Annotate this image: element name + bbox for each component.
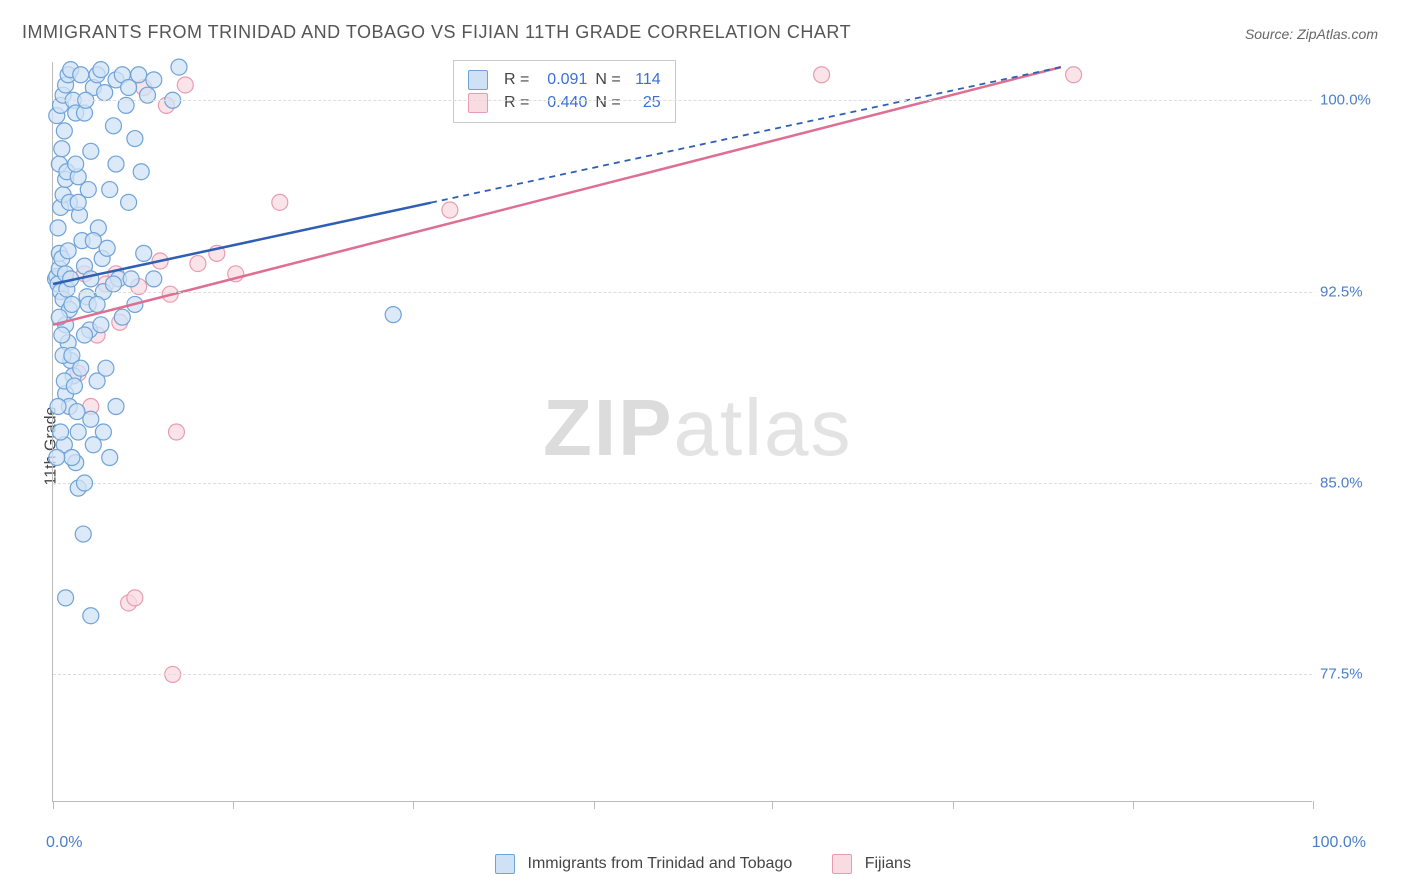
data-point: [60, 243, 76, 259]
x-tick: [233, 801, 234, 809]
y-tick-label: 85.0%: [1320, 475, 1396, 492]
data-point: [77, 327, 93, 343]
data-point: [814, 67, 830, 83]
data-point: [121, 194, 137, 210]
data-point: [272, 194, 288, 210]
data-point: [102, 450, 118, 466]
data-point: [89, 296, 105, 312]
legend-r-value-b: 0.440: [537, 94, 587, 112]
scatter-svg: [53, 62, 1312, 801]
data-point: [95, 424, 111, 440]
data-point: [121, 80, 137, 96]
x-axis-min-label: 0.0%: [46, 834, 82, 852]
x-tick: [1133, 801, 1134, 809]
x-tick: [953, 801, 954, 809]
legend-item-b: Fijians: [832, 854, 911, 874]
data-point: [83, 271, 99, 287]
chart-title: IMMIGRANTS FROM TRINIDAD AND TOBAGO VS F…: [22, 22, 851, 43]
data-point: [73, 360, 89, 376]
data-point: [85, 233, 101, 249]
data-point: [53, 424, 69, 440]
data-point: [73, 67, 89, 83]
legend-r-label: R =: [504, 71, 529, 89]
legend-n-value-b: 25: [629, 94, 661, 112]
data-point: [127, 131, 143, 147]
legend-label-a: Immigrants from Trinidad and Tobago: [528, 855, 793, 872]
data-point: [102, 182, 118, 198]
data-point: [123, 271, 139, 287]
x-axis-max-label: 100.0%: [1312, 834, 1366, 852]
data-point: [93, 317, 109, 333]
data-point: [50, 398, 66, 414]
data-point: [108, 398, 124, 414]
y-tick-label: 92.5%: [1320, 283, 1396, 300]
legend-swatch-b: [468, 93, 488, 113]
x-tick: [1313, 801, 1314, 809]
data-point: [83, 143, 99, 159]
data-point: [75, 526, 91, 542]
data-point: [97, 85, 113, 101]
y-tick-label: 100.0%: [1320, 92, 1396, 109]
data-point: [146, 271, 162, 287]
data-point: [64, 296, 80, 312]
data-point: [105, 276, 121, 292]
data-point: [93, 62, 109, 78]
data-point: [127, 590, 143, 606]
legend-swatch-a: [495, 854, 515, 874]
x-tick: [594, 801, 595, 809]
source-label: Source:: [1245, 26, 1293, 42]
source-citation: Source: ZipAtlas.com: [1245, 26, 1378, 42]
correlation-legend: R = 0.091 N = 114 R = 0.440 N = 25: [453, 60, 676, 123]
legend-label-b: Fijians: [865, 855, 911, 872]
data-point: [64, 450, 80, 466]
data-point: [442, 202, 458, 218]
gridline: [53, 483, 1312, 484]
y-tick-label: 77.5%: [1320, 666, 1396, 683]
data-point: [50, 220, 66, 236]
data-point: [385, 307, 401, 323]
legend-r-label: R =: [504, 94, 529, 112]
data-point: [68, 156, 84, 172]
legend-r-value-a: 0.091: [537, 71, 587, 89]
source-value: ZipAtlas.com: [1297, 26, 1378, 42]
x-tick: [413, 801, 414, 809]
data-point: [54, 327, 70, 343]
gridline: [53, 292, 1312, 293]
gridline: [53, 674, 1312, 675]
data-point: [83, 411, 99, 427]
data-point: [133, 164, 149, 180]
legend-n-label: N =: [595, 94, 620, 112]
legend-swatch-b: [832, 854, 852, 874]
data-point: [83, 608, 99, 624]
data-point: [66, 378, 82, 394]
data-point: [190, 256, 206, 272]
data-point: [56, 123, 72, 139]
data-point: [70, 424, 86, 440]
x-tick: [53, 801, 54, 809]
data-point: [1066, 67, 1082, 83]
data-point: [108, 156, 124, 172]
legend-row-a: R = 0.091 N = 114: [468, 70, 661, 90]
legend-swatch-a: [468, 70, 488, 90]
data-point: [136, 245, 152, 261]
legend-n-value-a: 114: [629, 71, 661, 89]
plot-area: ZIPatlas R = 0.091 N = 114 R = 0.440 N =…: [52, 62, 1312, 802]
data-point: [177, 77, 193, 93]
data-point: [49, 450, 65, 466]
gridline: [53, 100, 1312, 101]
legend-n-label: N =: [595, 71, 620, 89]
legend-row-b: R = 0.440 N = 25: [468, 93, 661, 113]
data-point: [58, 590, 74, 606]
data-point: [146, 72, 162, 88]
legend-item-a: Immigrants from Trinidad and Tobago: [495, 854, 792, 874]
series-legend: Immigrants from Trinidad and Tobago Fiji…: [0, 854, 1406, 874]
data-point: [98, 360, 114, 376]
data-point: [114, 309, 130, 325]
data-point: [168, 424, 184, 440]
data-point: [70, 194, 86, 210]
data-point: [171, 59, 187, 75]
data-point: [54, 141, 70, 157]
data-point: [105, 118, 121, 134]
x-tick: [772, 801, 773, 809]
